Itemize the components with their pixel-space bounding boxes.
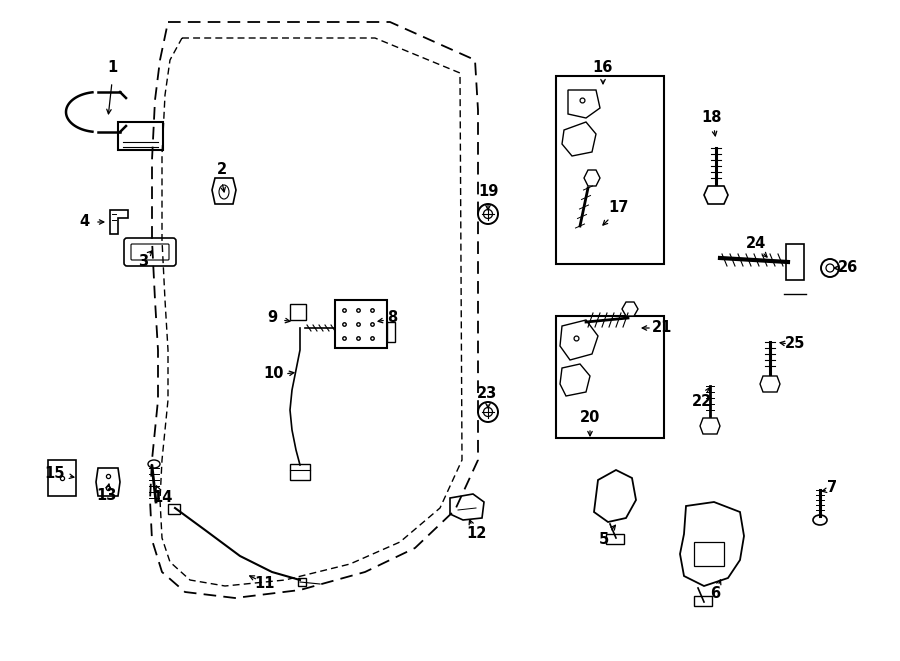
Text: 4: 4 bbox=[79, 215, 89, 229]
Ellipse shape bbox=[478, 204, 498, 224]
Ellipse shape bbox=[219, 185, 229, 199]
Polygon shape bbox=[680, 502, 744, 586]
Bar bbox=[168, 504, 180, 514]
Polygon shape bbox=[584, 170, 600, 186]
Polygon shape bbox=[760, 376, 780, 392]
Ellipse shape bbox=[821, 259, 839, 277]
Polygon shape bbox=[110, 210, 128, 234]
Text: 15: 15 bbox=[45, 467, 65, 481]
Bar bbox=[290, 304, 306, 320]
Text: 6: 6 bbox=[710, 586, 720, 602]
Text: 20: 20 bbox=[580, 410, 600, 426]
Text: 11: 11 bbox=[255, 576, 275, 592]
Text: 18: 18 bbox=[702, 110, 722, 126]
Text: 10: 10 bbox=[264, 366, 284, 381]
Polygon shape bbox=[450, 494, 484, 520]
Polygon shape bbox=[622, 302, 638, 316]
Text: 21: 21 bbox=[652, 321, 672, 336]
Text: 23: 23 bbox=[477, 387, 497, 401]
FancyBboxPatch shape bbox=[124, 238, 176, 266]
Bar bbox=[290, 464, 310, 480]
FancyBboxPatch shape bbox=[131, 244, 169, 260]
Polygon shape bbox=[212, 178, 236, 204]
Polygon shape bbox=[562, 122, 596, 156]
Polygon shape bbox=[560, 320, 598, 360]
Bar bbox=[786, 244, 804, 280]
Bar bbox=[694, 596, 712, 606]
Bar bbox=[387, 322, 395, 342]
Bar bbox=[556, 76, 664, 264]
Text: 26: 26 bbox=[838, 260, 858, 276]
Text: 24: 24 bbox=[746, 237, 766, 251]
Polygon shape bbox=[594, 470, 636, 522]
Text: 3: 3 bbox=[138, 254, 148, 270]
Bar bbox=[335, 300, 387, 348]
Polygon shape bbox=[568, 90, 600, 118]
Ellipse shape bbox=[483, 210, 492, 219]
Text: 17: 17 bbox=[608, 200, 628, 215]
Polygon shape bbox=[96, 468, 120, 496]
Text: 5: 5 bbox=[598, 533, 609, 547]
Text: 19: 19 bbox=[478, 184, 499, 200]
Text: 12: 12 bbox=[466, 527, 486, 541]
Text: 22: 22 bbox=[692, 395, 712, 410]
Text: 1: 1 bbox=[107, 61, 117, 75]
Bar bbox=[556, 316, 664, 438]
Polygon shape bbox=[560, 364, 590, 396]
Bar bbox=[606, 534, 624, 544]
Text: 2: 2 bbox=[217, 163, 227, 178]
Text: 7: 7 bbox=[827, 481, 837, 496]
Bar bbox=[694, 542, 724, 566]
Text: 8: 8 bbox=[387, 311, 397, 325]
Bar bbox=[48, 460, 76, 496]
Text: 25: 25 bbox=[785, 336, 806, 352]
Ellipse shape bbox=[483, 407, 492, 416]
Ellipse shape bbox=[813, 515, 827, 525]
Ellipse shape bbox=[148, 460, 160, 468]
Polygon shape bbox=[700, 418, 720, 434]
Text: 9: 9 bbox=[267, 311, 277, 325]
Text: 13: 13 bbox=[97, 488, 117, 504]
Polygon shape bbox=[704, 186, 728, 204]
Ellipse shape bbox=[478, 402, 498, 422]
Bar bbox=[298, 578, 306, 586]
Text: 16: 16 bbox=[593, 61, 613, 75]
FancyBboxPatch shape bbox=[118, 122, 163, 150]
Ellipse shape bbox=[826, 264, 834, 272]
Text: 14: 14 bbox=[152, 490, 172, 506]
